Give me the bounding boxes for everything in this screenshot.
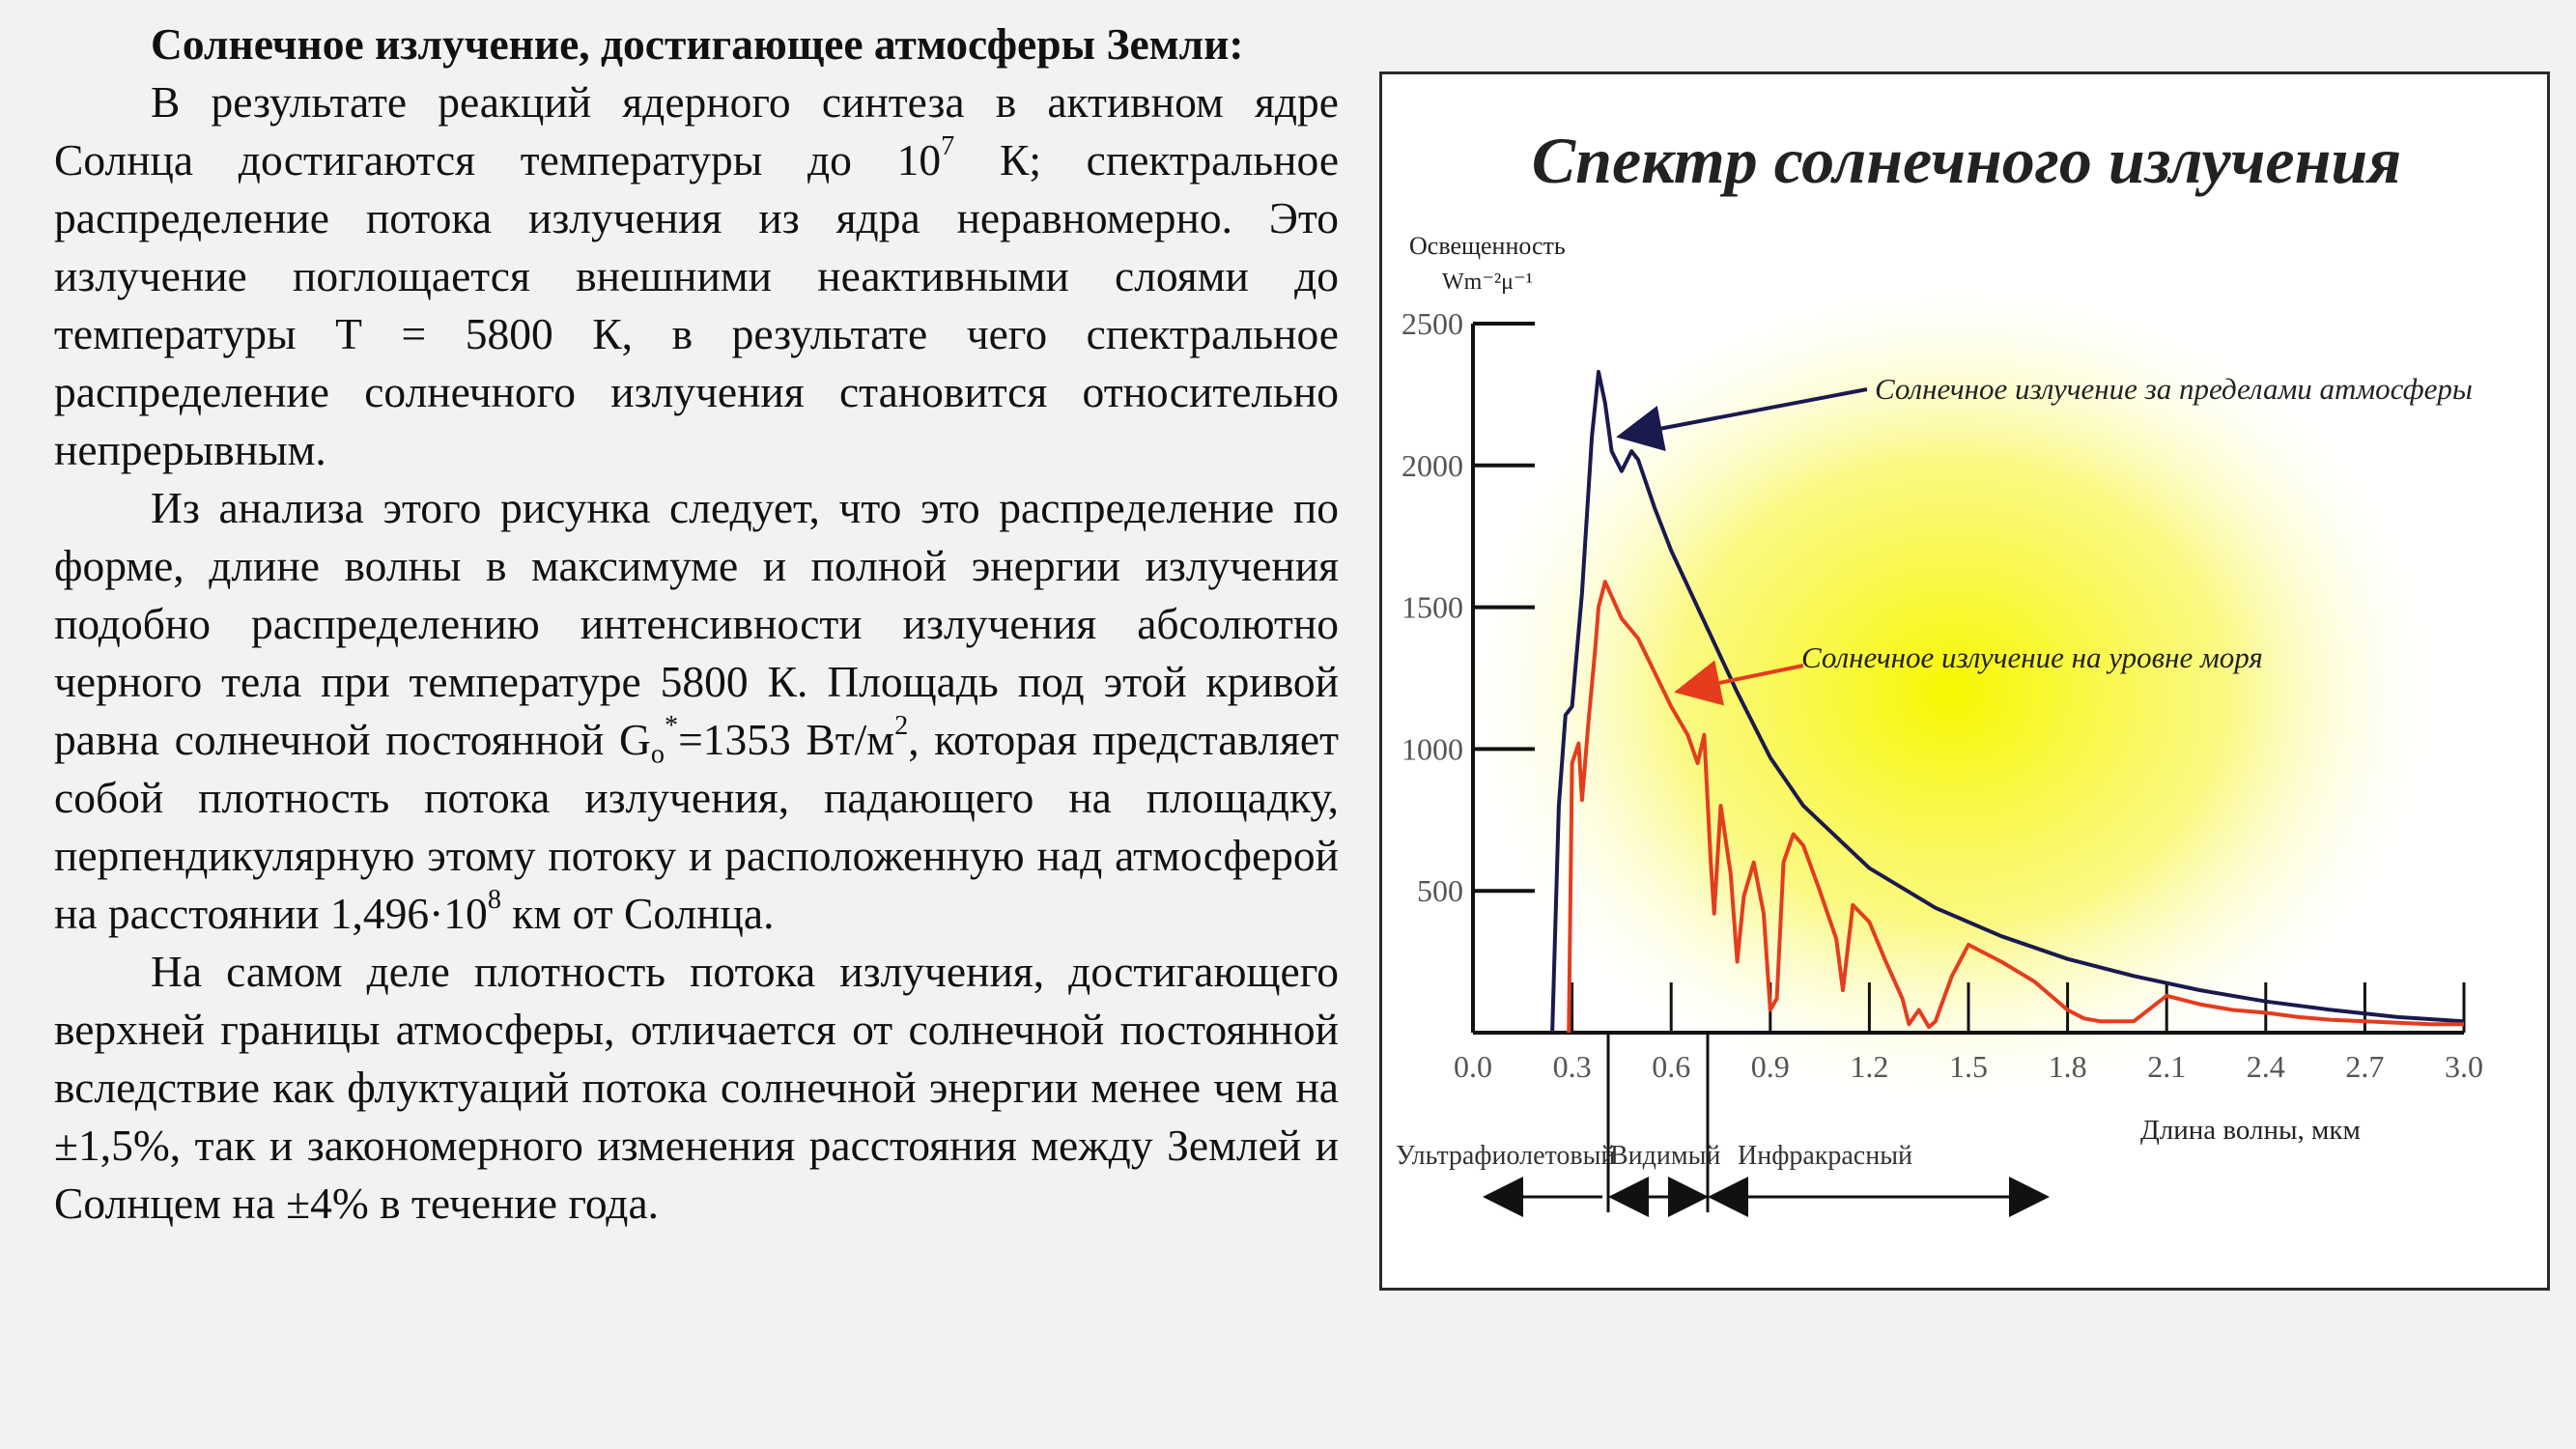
paragraph-2-asterisk: * (665, 710, 679, 741)
x-axis-label: Длина волны, мкм (2140, 1115, 2361, 1146)
paragraph-2-part-b: =1353 Вт/м (678, 715, 895, 764)
x-tick-label: 2.4 (2247, 1049, 2285, 1084)
paragraph-3: На самом деле плотность потока излучения… (54, 947, 1339, 1228)
annotation-top-label: Солнечное излучение за пределами атмосфе… (1875, 372, 2473, 406)
paragraph-2-part-a: Из анализа этого рисунка следует, что эт… (54, 483, 1339, 764)
paragraph-2-part-d: км от Солнца. (500, 889, 775, 938)
solar-spectrum-figure: Спектр солнечного излучения Освещенность… (1379, 71, 2550, 1291)
y-tick-label: 500 (1417, 873, 1463, 908)
annotation-bottom-label: Солнечное излучение на уровне моря (1801, 640, 2263, 674)
region-label-visible: Видимый (1610, 1141, 1720, 1171)
paragraph-2: Из анализа этого рисунка следует, что эт… (54, 479, 1339, 943)
x-axis-ticks: 0.0 0.3 0.6 0.9 1.2 1.5 1.8 2.1 2.4 2.7 3.0 (1454, 982, 2483, 1084)
y-tick-label: 1000 (1401, 731, 1463, 766)
paragraph-2-subscript: o (650, 739, 665, 770)
y-axis-label-line2: Wm⁻²μ⁻¹ (1442, 270, 1533, 295)
paragraph-2-part-c: , которая представляет собой плотность п… (54, 715, 1340, 938)
x-tick-label: 1.5 (1949, 1049, 1988, 1084)
series-line-sea-level (1567, 580, 2464, 1034)
region-label-ir: Инфракрасный (1738, 1141, 1912, 1171)
spectrum-chart: Спектр солнечного излучения Освещенность… (1396, 124, 2483, 1217)
y-tick-label: 2500 (1401, 306, 1463, 341)
x-tick-label: 0.6 (1652, 1049, 1690, 1084)
x-tick-label: 2.1 (2147, 1049, 2186, 1084)
x-tick-label: 1.8 (2049, 1049, 2087, 1084)
article-text: Солнечное излучение, достигающее атмосфе… (54, 15, 1339, 1233)
chart-title: Спектр солнечного излучения (1532, 124, 2401, 197)
yellow-glow (1450, 268, 2454, 1118)
series-line-extraterrestrial (1550, 369, 2465, 1034)
paragraph-2-exponent: 8 (487, 884, 501, 915)
paragraph-2-square: 2 (894, 710, 909, 741)
annotation-arrow-top (1616, 387, 1868, 452)
section-heading: Солнечное излучение, достигающее атмосфе… (151, 19, 1244, 69)
x-tick-label: 3.0 (2445, 1049, 2483, 1084)
x-tick-label: 0.9 (1751, 1049, 1790, 1084)
x-tick-label: 1.2 (1850, 1049, 1888, 1084)
paragraph-1-exponent: 7 (941, 130, 955, 161)
x-tick-label: 0.0 (1454, 1049, 1492, 1084)
region-label-uv: Ультрафиолетовый (1396, 1141, 1615, 1171)
paragraph-1-part-a: В результате реакций ядерного синтеза в … (54, 77, 1339, 185)
y-axis-ticks: 500 1000 1500 2000 2500 (1401, 306, 1535, 908)
x-tick-label: 2.7 (2345, 1049, 2384, 1084)
y-axis-label-line1: Освещенность (1409, 232, 1566, 260)
paragraph-1-part-b: К; спектральное распределение потока изл… (54, 135, 1340, 474)
x-tick-label: 0.3 (1553, 1049, 1592, 1084)
y-tick-label: 2000 (1401, 448, 1463, 483)
paragraph-1: В результате реакций ядерного синтеза в … (54, 73, 1339, 479)
y-tick-label: 1500 (1401, 590, 1463, 625)
annotation-arrow-bottom (1674, 660, 1804, 706)
